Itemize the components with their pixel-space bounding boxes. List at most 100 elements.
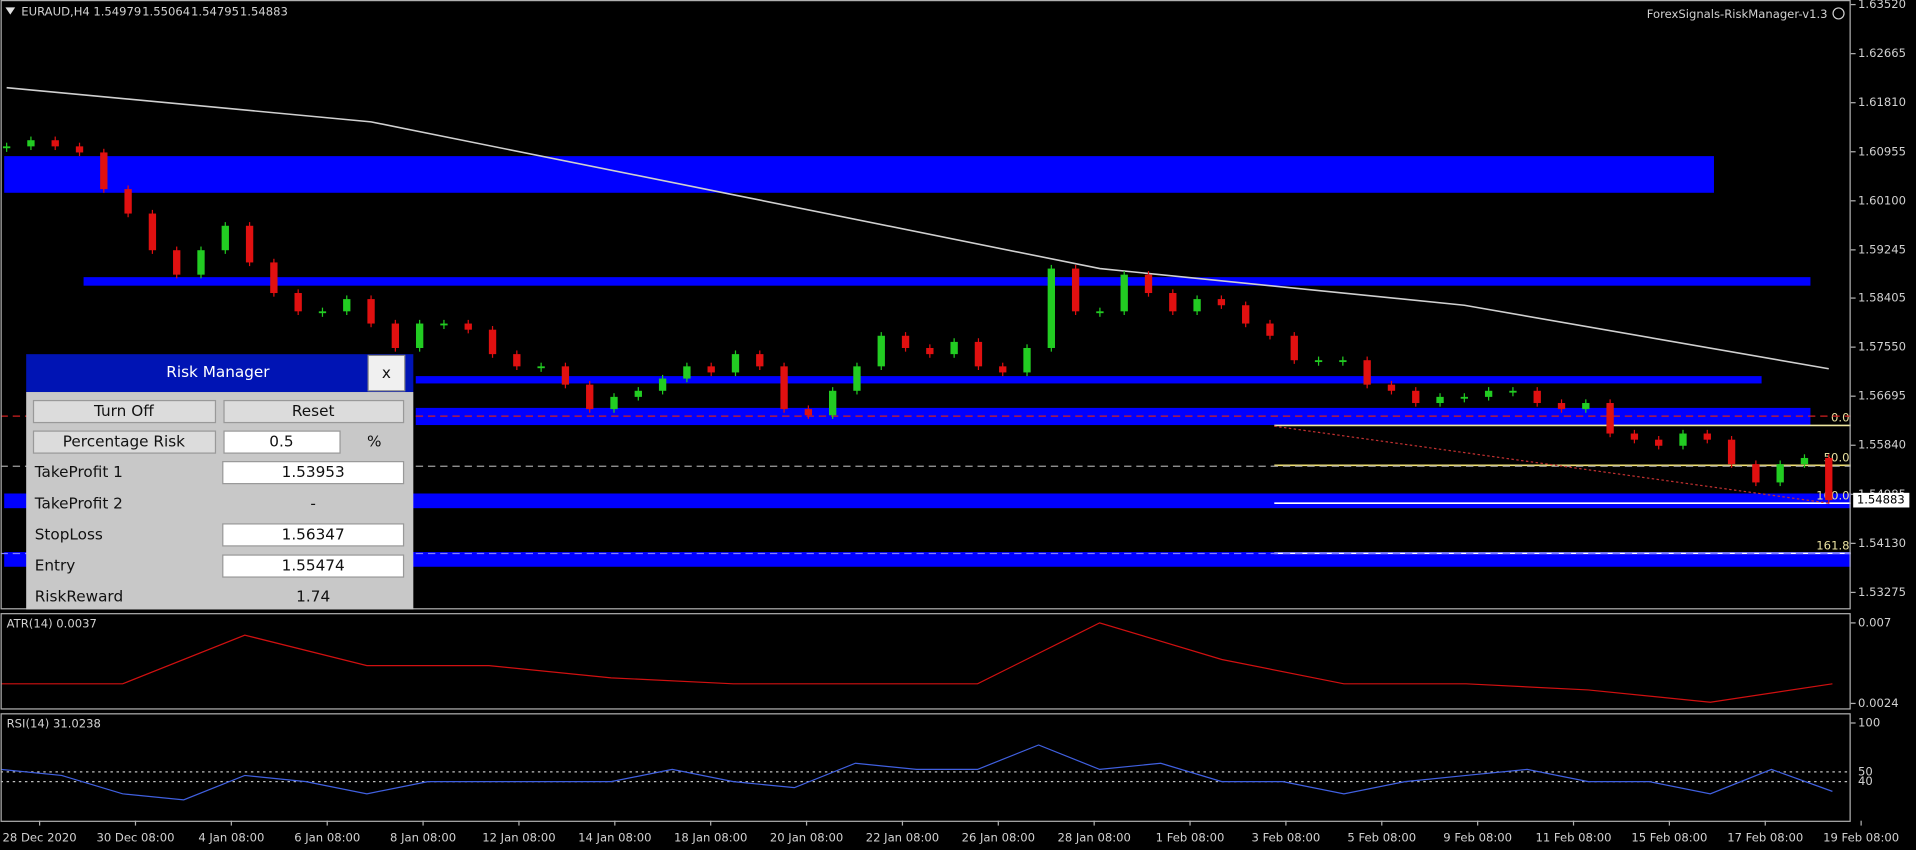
y-tick-label: 1.54130 (1858, 536, 1906, 550)
candle-body (173, 250, 181, 275)
frame (0, 0, 1851, 822)
candle-body (1290, 335, 1298, 361)
y-tick-label: 1.61810 (1858, 95, 1906, 109)
candle-body (537, 366, 545, 369)
x-tick-label: 9 Feb 08:00 (1443, 830, 1512, 844)
candle-body (75, 146, 84, 153)
reset-button[interactable] (223, 399, 405, 424)
candle-body (901, 335, 910, 348)
x-tick-label: 12 Jan 08:00 (482, 830, 555, 844)
turn-off-button[interactable] (32, 399, 217, 424)
candle-body (950, 341, 958, 355)
row-label: TakeProfit 1 (34, 463, 123, 481)
candle-body (1679, 433, 1687, 446)
indicator-name: ForexSignals-RiskManager-v1.3 (1647, 7, 1828, 21)
candle-body (100, 152, 108, 190)
candle-body (51, 140, 59, 147)
candle-body (634, 390, 642, 397)
candle-body (488, 329, 497, 355)
percentage-risk-button[interactable] (32, 430, 217, 454)
y-tick-label: 1.53275 (1858, 585, 1906, 599)
moving-average (6, 86, 1829, 370)
percentage-risk-input[interactable] (223, 430, 341, 454)
candle-body (1655, 439, 1663, 446)
candle-body (1193, 299, 1201, 312)
atr-line (0, 622, 1833, 703)
x-tick-label: 28 Jan 08:00 (1057, 830, 1130, 844)
x-tick-label: 11 Feb 08:00 (1535, 830, 1611, 844)
ohlc-value: 1.54979 (93, 5, 141, 19)
close-label: x (382, 364, 391, 382)
candle-body (1217, 299, 1226, 306)
x-tick-label: 3 Feb 08:00 (1252, 830, 1321, 844)
candle-body (1363, 360, 1371, 385)
candle-body (683, 366, 691, 379)
candle-body (1606, 403, 1614, 434)
candle-body (27, 140, 35, 147)
row-input[interactable] (222, 523, 405, 547)
x-tick-label: 26 Jan 08:00 (962, 830, 1035, 844)
x-tick-label: 19 Feb 08:00 (1823, 830, 1899, 844)
y-tick-label: 1.60100 (1858, 193, 1906, 207)
candle-body (197, 250, 205, 275)
candle-body (513, 354, 521, 367)
x-tick-label: 8 Jan 08:00 (390, 830, 456, 844)
candle-body (1533, 390, 1541, 404)
candle-body (391, 323, 400, 348)
candle-body (756, 354, 764, 367)
y-tick-label: 1.62665 (1858, 46, 1906, 60)
y-tick-label: 40 (1858, 774, 1873, 788)
candle-body (1460, 396, 1468, 399)
smiley-icon (1832, 7, 1845, 20)
candle-body (1776, 464, 1784, 483)
zone (4, 552, 1851, 567)
candle-body (1169, 293, 1177, 312)
menu-arrow[interactable] (5, 7, 16, 15)
rsi-frame (0, 713, 1851, 822)
row-label: RiskReward (35, 588, 123, 606)
candle-body (1314, 360, 1323, 363)
candle-body (974, 341, 983, 367)
row-input[interactable] (222, 461, 405, 485)
candle-body (1800, 457, 1809, 465)
candle-body (148, 213, 157, 251)
close-button[interactable] (367, 354, 406, 392)
y-tick-label: 1.59245 (1858, 242, 1906, 256)
percentage-risk-value: 0.5 (269, 433, 293, 451)
candle-body (561, 366, 570, 385)
candle-body (1630, 433, 1639, 440)
candle-body (877, 335, 885, 367)
row-value: 1.74 (296, 588, 330, 606)
x-tick-label: 20 Jan 08:00 (770, 830, 843, 844)
row-value: 1.56347 (282, 525, 345, 543)
fib-label: 100.0 (1816, 488, 1849, 502)
zone (4, 493, 1851, 509)
price-box-label: 1.54883 (1857, 493, 1905, 507)
x-tick-label: 15 Feb 08:00 (1631, 830, 1707, 844)
candle-body (245, 225, 254, 263)
row-value: 1.53953 (282, 463, 345, 481)
zone (83, 277, 1811, 286)
candle-body (367, 299, 375, 324)
x-tick-label: 18 Jan 08:00 (674, 830, 747, 844)
ohlc-value: 1.54795 (191, 5, 239, 19)
candle-body (1266, 323, 1274, 336)
y-tick-label: 50 (1858, 764, 1873, 778)
price-box (1853, 492, 1910, 508)
candle-body (1023, 347, 1031, 373)
candle-body (658, 378, 667, 391)
x-tick-label: 22 Jan 08:00 (866, 830, 939, 844)
row-label: StopLoss (35, 525, 103, 543)
fib-label: 161.8 (1816, 539, 1849, 553)
candle-body (1436, 396, 1444, 404)
candle-body (1752, 464, 1760, 483)
y-tick-label: 1.55840 (1858, 438, 1906, 452)
row-value: 1.55474 (282, 557, 345, 575)
row-label: Entry (35, 557, 76, 575)
row-input[interactable] (222, 554, 405, 578)
candle-body (1242, 305, 1250, 324)
candle-body (440, 323, 448, 326)
candle-body (1096, 311, 1104, 314)
